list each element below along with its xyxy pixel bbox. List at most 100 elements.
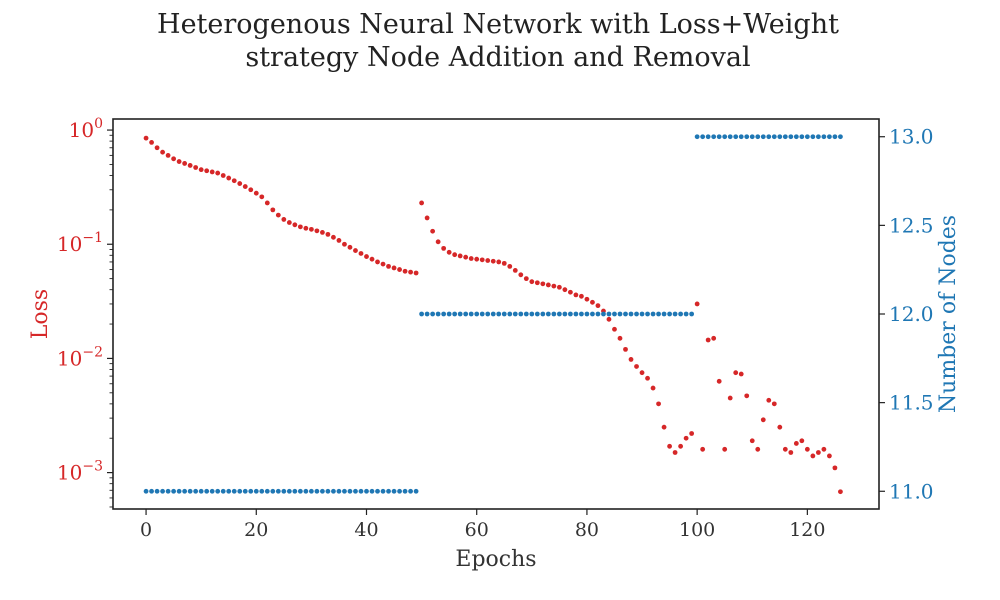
nodes-point [700, 134, 706, 140]
nodes-point [810, 134, 816, 140]
loss-point [689, 431, 695, 436]
nodes-point [424, 311, 430, 317]
nodes-point [320, 488, 325, 494]
x-tick-label: 120 [789, 519, 825, 541]
nodes-point [204, 488, 210, 494]
nodes-point [375, 488, 380, 494]
loss-point [678, 443, 684, 449]
loss-point [270, 207, 276, 213]
loss-point [738, 371, 744, 377]
loss-point [595, 303, 601, 309]
nodes-point [529, 311, 535, 317]
nodes-point [551, 311, 557, 317]
loss-point [534, 280, 540, 286]
loss-point [645, 375, 650, 381]
nodes-point [827, 134, 832, 140]
nodes-point [617, 311, 623, 317]
nodes-point [237, 488, 243, 494]
nodes-point [562, 311, 568, 317]
nodes-point [182, 488, 188, 494]
nodes-point [435, 311, 441, 317]
x-tick-label: 0 [140, 519, 152, 541]
loss-point [661, 424, 667, 430]
right-tick-label: 11.5 [889, 391, 934, 415]
nodes-point [303, 488, 309, 494]
loss-point [369, 256, 375, 262]
nodes-point [667, 311, 672, 317]
loss-point [512, 268, 518, 273]
loss-point [771, 401, 777, 407]
nodes-point [590, 311, 595, 317]
nodes-point [782, 134, 788, 140]
loss-point [402, 268, 408, 274]
loss-point [220, 173, 226, 178]
loss-point [556, 284, 562, 290]
nodes-point [815, 134, 821, 140]
nodes-point [430, 311, 436, 317]
loss-point [297, 224, 303, 230]
loss-point [275, 212, 281, 218]
nodes-point [463, 311, 469, 317]
loss-point [281, 217, 287, 222]
nodes-point [187, 488, 193, 494]
right-y-axis: 11.0 11.5 12.0 12.5 13.0 [879, 125, 934, 503]
loss-point [711, 335, 717, 341]
nodes-point [275, 488, 281, 494]
loss-point [827, 453, 832, 459]
loss-point [231, 178, 237, 184]
nodes-point [149, 488, 154, 494]
nodes-point [264, 488, 270, 494]
loss-point [336, 238, 342, 243]
loss-point [551, 283, 557, 289]
loss-point [204, 168, 210, 174]
nodes-point [705, 134, 711, 140]
loss-point [408, 269, 413, 275]
nodes-point [832, 134, 838, 140]
nodes-point [595, 311, 601, 317]
nodes-point [331, 488, 336, 494]
loss-point [413, 270, 419, 276]
nodes-point [799, 134, 805, 140]
nodes-point [766, 134, 772, 140]
loss-point [722, 446, 728, 452]
loss-point [518, 272, 524, 278]
left-tick-label: 10−1 [57, 230, 103, 256]
nodes-point [474, 311, 480, 317]
loss-point [810, 453, 816, 459]
loss-point [364, 254, 369, 259]
loss-point [628, 357, 634, 362]
loss-point [457, 253, 463, 259]
nodes-point [402, 488, 408, 494]
x-axis-label: Epochs [455, 547, 536, 572]
nodes-point [171, 488, 177, 494]
nodes-point [777, 134, 783, 140]
loss-point [590, 299, 595, 305]
nodes-point [165, 488, 171, 494]
loss-point [694, 301, 700, 307]
nodes-point [628, 311, 634, 317]
nodes-point [612, 311, 617, 317]
loss-point [292, 222, 298, 228]
nodes-point [226, 488, 232, 494]
loss-point [347, 244, 353, 250]
nodes-point [838, 134, 843, 140]
nodes-point [650, 311, 656, 317]
loss-point [777, 424, 783, 430]
nodes-point [744, 134, 750, 140]
loss-point [832, 465, 838, 471]
loss-point [650, 385, 656, 391]
loss-point [286, 220, 292, 225]
loss-point [342, 241, 347, 247]
loss-point [176, 159, 182, 164]
nodes-point [512, 311, 518, 317]
nodes-point [540, 311, 546, 317]
nodes-point [336, 488, 342, 494]
loss-point [634, 364, 639, 369]
right-y-axis-label: Number of Nodes [936, 215, 961, 413]
loss-point [253, 190, 259, 196]
loss-point [193, 165, 199, 170]
loss-point [496, 259, 502, 265]
loss-point [744, 393, 750, 399]
nodes-point [672, 311, 678, 317]
left-tick-label: 100 [69, 116, 103, 142]
